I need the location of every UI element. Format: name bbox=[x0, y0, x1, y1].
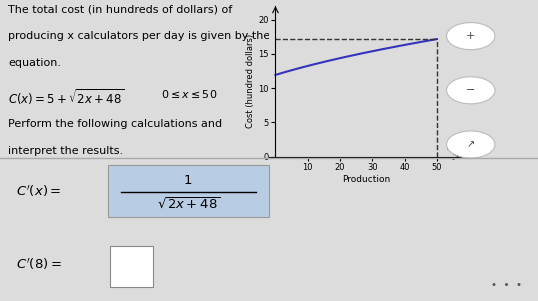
Text: $C(x) = 5 + \sqrt{2x+48}$: $C(x) = 5 + \sqrt{2x+48}$ bbox=[8, 88, 124, 107]
X-axis label: Production: Production bbox=[342, 175, 390, 184]
Text: $C'(8) =$: $C'(8) =$ bbox=[16, 256, 62, 272]
Text: $\sqrt{2x+48}$: $\sqrt{2x+48}$ bbox=[157, 197, 220, 212]
Text: x: x bbox=[447, 143, 452, 152]
Text: Perform the following calculations and: Perform the following calculations and bbox=[8, 119, 222, 129]
Text: 1: 1 bbox=[184, 174, 193, 187]
FancyBboxPatch shape bbox=[110, 246, 153, 287]
Text: ↗: ↗ bbox=[466, 139, 475, 150]
Text: equation.: equation. bbox=[8, 58, 61, 68]
Text: interpret the results.: interpret the results. bbox=[8, 146, 123, 156]
Text: +: + bbox=[466, 31, 476, 41]
Text: −: − bbox=[466, 85, 476, 95]
Text: producing x calculators per day is given by the: producing x calculators per day is given… bbox=[8, 31, 270, 41]
Y-axis label: Cost (hundred dollars): Cost (hundred dollars) bbox=[246, 34, 255, 128]
Text: The total cost (in hundreds of dollars) of: The total cost (in hundreds of dollars) … bbox=[8, 5, 232, 15]
Text: $0 \leq x \leq 50$: $0 \leq x \leq 50$ bbox=[161, 88, 218, 100]
Text: •  •  •: • • • bbox=[491, 280, 522, 290]
Text: $C'(x) =$: $C'(x) =$ bbox=[16, 183, 61, 199]
FancyBboxPatch shape bbox=[108, 165, 269, 217]
